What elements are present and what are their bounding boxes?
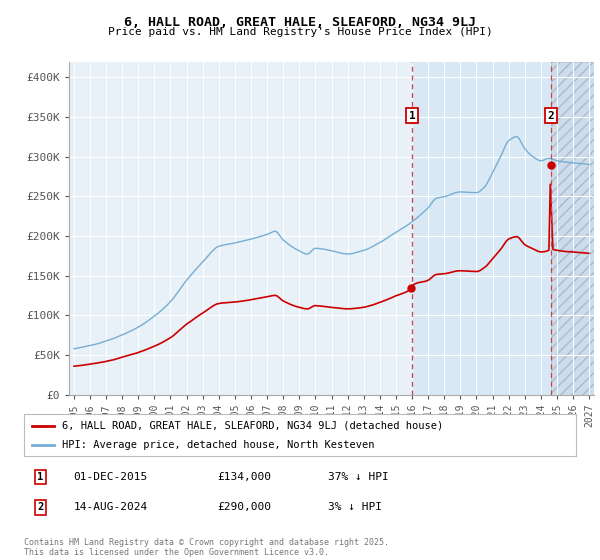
Text: 6, HALL ROAD, GREAT HALE, SLEAFORD, NG34 9LJ: 6, HALL ROAD, GREAT HALE, SLEAFORD, NG34… xyxy=(124,16,476,29)
Text: Contains HM Land Registry data © Crown copyright and database right 2025.
This d: Contains HM Land Registry data © Crown c… xyxy=(24,538,389,557)
Text: £134,000: £134,000 xyxy=(217,472,271,482)
Bar xyxy=(551,62,594,395)
Bar xyxy=(412,62,551,395)
Text: 1: 1 xyxy=(409,110,415,120)
Text: 1: 1 xyxy=(37,472,44,482)
Text: 6, HALL ROAD, GREAT HALE, SLEAFORD, NG34 9LJ (detached house): 6, HALL ROAD, GREAT HALE, SLEAFORD, NG34… xyxy=(62,421,443,431)
Text: 2: 2 xyxy=(37,502,44,512)
Text: 3% ↓ HPI: 3% ↓ HPI xyxy=(328,502,382,512)
Text: 2: 2 xyxy=(547,110,554,120)
Text: £290,000: £290,000 xyxy=(217,502,271,512)
Text: HPI: Average price, detached house, North Kesteven: HPI: Average price, detached house, Nort… xyxy=(62,440,374,450)
Text: 37% ↓ HPI: 37% ↓ HPI xyxy=(328,472,388,482)
Text: 14-AUG-2024: 14-AUG-2024 xyxy=(74,502,148,512)
Text: Price paid vs. HM Land Registry's House Price Index (HPI): Price paid vs. HM Land Registry's House … xyxy=(107,27,493,37)
Text: 01-DEC-2015: 01-DEC-2015 xyxy=(74,472,148,482)
